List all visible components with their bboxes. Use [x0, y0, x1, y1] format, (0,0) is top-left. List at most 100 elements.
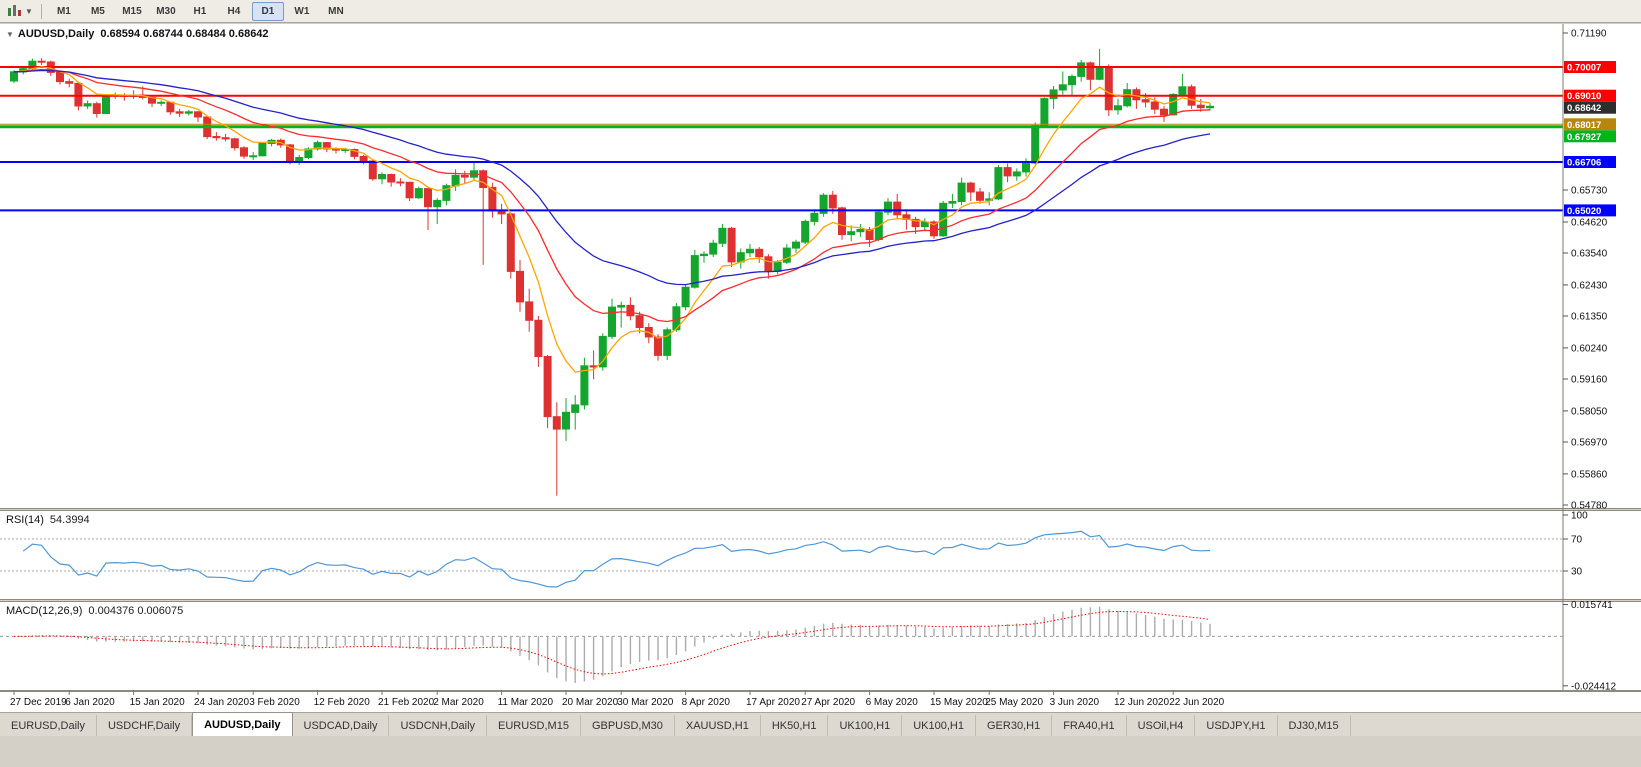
- chart-tab-ger30-h1[interactable]: GER30,H1: [976, 715, 1053, 736]
- chevron-down-icon: ▼: [25, 6, 33, 16]
- price-level-box: [1564, 89, 1616, 102]
- svg-text:0.64620: 0.64620: [1571, 218, 1608, 229]
- chart-tab-audusd-daily[interactable]: AUDUSD,Daily: [192, 712, 293, 736]
- svg-text:6 May 2020: 6 May 2020: [866, 697, 919, 708]
- macd-name: MACD(12,26,9): [6, 605, 83, 617]
- macd-panel: 0.015741 -0.024412: [0, 600, 1616, 692]
- chart-tab-fra40-h1[interactable]: FRA40,H1: [1052, 715, 1127, 736]
- svg-text:0.68642: 0.68642: [1567, 103, 1601, 114]
- rsi-panel: 100 70 30: [0, 511, 1588, 588]
- macd-signal-line: [14, 610, 1211, 675]
- chart-tab-dj30-m15[interactable]: DJ30,M15: [1277, 715, 1351, 736]
- svg-text:27 Dec 2019: 27 Dec 2019: [10, 697, 67, 708]
- svg-text:70: 70: [1571, 535, 1583, 546]
- chart-symbol-label: AUDUSD,Daily: [17, 28, 95, 40]
- price-level-box: [1564, 204, 1616, 217]
- svg-text:0.66706: 0.66706: [1567, 158, 1601, 169]
- price-level-box: [1564, 118, 1616, 131]
- rsi-line: [22, 530, 1211, 588]
- svg-text:0.60240: 0.60240: [1571, 343, 1608, 354]
- timeframe-button-h1[interactable]: H1: [193, 5, 207, 17]
- svg-text:12 Jun 2020: 12 Jun 2020: [1114, 697, 1169, 708]
- svg-text:0.61350: 0.61350: [1571, 312, 1608, 323]
- timeframe-button-d1[interactable]: D1: [251, 1, 284, 21]
- chart-tab-usdcad-daily[interactable]: USDCAD,Daily: [292, 715, 390, 736]
- svg-text:0.70007: 0.70007: [1567, 63, 1601, 74]
- svg-text:6 Jan 2020: 6 Jan 2020: [65, 697, 115, 708]
- candlestick-chart-icon: [8, 5, 21, 16]
- svg-text:0.56970: 0.56970: [1571, 438, 1608, 449]
- chart-tab-uk100-h1[interactable]: UK100,H1: [902, 715, 976, 736]
- svg-text:24 Jan 2020: 24 Jan 2020: [194, 697, 249, 708]
- svg-text:0.71190: 0.71190: [1571, 29, 1607, 40]
- svg-text:0.63540: 0.63540: [1571, 249, 1608, 260]
- svg-text:0.54780: 0.54780: [1571, 501, 1608, 512]
- svg-text:0.62430: 0.62430: [1571, 280, 1608, 291]
- svg-text:0.65730: 0.65730: [1571, 186, 1608, 197]
- timeframe-button-h4[interactable]: H4: [227, 5, 241, 17]
- chart-window[interactable]: 0.71190 0.65730 0.64620 0.63540 0.62430 0.613…: [0, 24, 1641, 712]
- chart-ohlc-values: 0.68594 0.68744 0.68484 0.68642: [100, 28, 269, 40]
- chart-tab-usdchf-daily[interactable]: USDCHF,Daily: [96, 715, 193, 736]
- timeframe-button-m30[interactable]: M30: [156, 5, 176, 17]
- price-level-box: [1564, 61, 1616, 73]
- svg-text:0.58050: 0.58050: [1571, 406, 1608, 417]
- svg-text:2 Mar 2020: 2 Mar 2020: [433, 697, 484, 708]
- svg-text:15 May 2020: 15 May 2020: [930, 697, 988, 708]
- svg-text:0.59160: 0.59160: [1571, 375, 1608, 386]
- price-level-box: [1564, 156, 1616, 168]
- rsi-name: RSI(14): [6, 514, 44, 526]
- timeframe-button-w1[interactable]: W1: [294, 5, 310, 17]
- chart-tab-uk100-h1[interactable]: UK100,H1: [828, 715, 903, 736]
- macd-indicator-label: MACD(12,26,9) 0.004376 0.006075: [6, 605, 183, 617]
- svg-text:21 Feb 2020: 21 Feb 2020: [378, 697, 435, 708]
- price-chart-canvas[interactable]: 0.71190 0.65730 0.64620 0.63540 0.62430 0.613…: [0, 24, 1641, 712]
- timeframe-button-m5[interactable]: M5: [90, 5, 105, 17]
- chart-title: ▼ AUDUSD,Daily 0.68594 0.68744 0.68484 0.6…: [6, 28, 269, 40]
- toolbar-separator: [40, 3, 42, 19]
- rsi-indicator-label: RSI(14) 54.3994: [6, 514, 90, 526]
- svg-text:30: 30: [1571, 567, 1583, 578]
- timeframe-toolbar: ▼ M1 M5 M15 M30 H1 H4 D1 W1 MN: [0, 0, 1641, 23]
- chart-tab-gbpusd-m30[interactable]: GBPUSD,M30: [580, 715, 675, 736]
- svg-text:22 Jun 2020: 22 Jun 2020: [1169, 697, 1224, 708]
- svg-text:0.55860: 0.55860: [1571, 469, 1608, 480]
- svg-text:0.67927: 0.67927: [1567, 132, 1601, 143]
- chart-tab-eurusd-daily[interactable]: EURUSD,Daily: [0, 715, 97, 736]
- svg-text:3 Jun 2020: 3 Jun 2020: [1050, 697, 1100, 708]
- status-bar: [0, 736, 1641, 767]
- svg-text:11 Mar 2020: 11 Mar 2020: [498, 697, 554, 708]
- svg-text:17 Apr 2020: 17 Apr 2020: [746, 697, 800, 708]
- svg-text:12 Feb 2020: 12 Feb 2020: [314, 697, 371, 708]
- chart-tab-usdjpy-h1[interactable]: USDJPY,H1: [1195, 715, 1278, 736]
- timeframe-buttons: M1 M5 M15 M30 H1 H4 D1 W1 MN: [47, 1, 353, 21]
- chart-tabs-bar: EURUSD,Daily USDCHF,Daily AUDUSD,Daily USDC…: [0, 712, 1641, 736]
- chart-tab-xauusd-h1[interactable]: XAUUSD,H1: [674, 715, 761, 736]
- svg-text:3 Feb 2020: 3 Feb 2020: [249, 697, 300, 708]
- moving-average-34: [13, 69, 1211, 286]
- price-axis: 0.71190 0.65730 0.64620 0.63540 0.62430 0.613…: [1562, 24, 1616, 690]
- svg-text:0.69010: 0.69010: [1567, 91, 1601, 102]
- svg-text:30 Mar 2020: 30 Mar 2020: [617, 697, 674, 708]
- svg-text:20 Mar 2020: 20 Mar 2020: [562, 697, 619, 708]
- price-level-box: [1564, 101, 1616, 114]
- svg-text:0.65020: 0.65020: [1567, 206, 1601, 217]
- collapse-chart-icon[interactable]: ▼: [6, 30, 14, 39]
- svg-text:25 May 2020: 25 May 2020: [985, 697, 1043, 708]
- macd-values: 0.004376 0.006075: [88, 605, 184, 617]
- chart-tab-usdcnh-daily[interactable]: USDCNH,Daily: [389, 715, 488, 736]
- chart-tab-usoil-h4[interactable]: USOil,H4: [1126, 715, 1196, 736]
- svg-text:15 Jan 2020: 15 Jan 2020: [130, 697, 185, 708]
- timeframe-button-m15[interactable]: M15: [122, 5, 142, 17]
- svg-text:8 Apr 2020: 8 Apr 2020: [682, 697, 731, 708]
- timeframe-button-mn[interactable]: MN: [328, 5, 344, 17]
- chart-tab-hk50-h1[interactable]: HK50,H1: [760, 715, 829, 736]
- chart-type-button[interactable]: ▼: [4, 2, 36, 20]
- timeframe-button-m1[interactable]: M1: [56, 5, 71, 17]
- chart-tab-eurusd-m15[interactable]: EURUSD,M15: [487, 715, 581, 736]
- svg-text:0.015741: 0.015741: [1571, 600, 1613, 611]
- price-level-box: [1564, 130, 1616, 143]
- rsi-value: 54.3994: [49, 514, 90, 526]
- svg-text:0.68017: 0.68017: [1567, 120, 1601, 131]
